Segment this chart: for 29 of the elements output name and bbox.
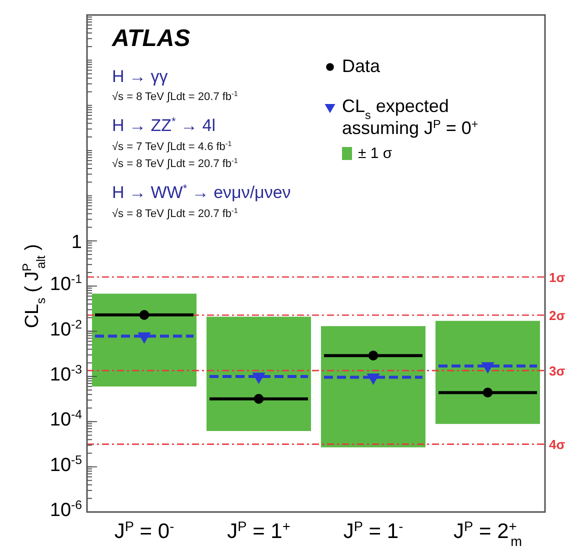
y-tick-label: 10$^{-5}$ — [50, 452, 82, 476]
annotation: √s = 8 TeV ∫Ldt = 20.7 fb$^{-1}$ — [112, 90, 238, 103]
y-tick-label: 10$^{-1}$ — [50, 272, 82, 296]
annotation: H → γγ — [112, 67, 168, 86]
annotation: √s = 7 TeV ∫Ldt = 4.6 fb$^{-1}$ — [112, 140, 232, 153]
x-tick-label: J$^{P}$ = 0$^{-}$ — [114, 518, 174, 543]
x-tick-label: J$^{P}$ = 1$^{-}$ — [343, 518, 404, 543]
bar — [436, 320, 540, 424]
ref-line-label: 3σ — [549, 364, 566, 379]
annotation: √s = 8 TeV ∫Ldt = 20.7 fb$^{-1}$ — [112, 207, 238, 220]
legend-label: ± 1 σ — [358, 145, 393, 162]
y-tick-label: 10$^{-2}$ — [50, 317, 82, 340]
chart-title: ATLAS — [111, 25, 190, 52]
annotation: H → ZZ$^{*}$ → 4l — [112, 116, 216, 135]
y-tick-label: 10$^{-6}$ — [50, 498, 82, 521]
ref-line-label: 1σ — [549, 270, 566, 285]
legend-label: Data — [342, 56, 382, 76]
legend-label: CL$_{s}$ expected assuming J$^{P}$ = 0$^{+}$ — [342, 96, 478, 138]
y-tick-label: 10$^{-4}$ — [50, 408, 82, 431]
bar — [92, 294, 196, 386]
y-tick-label: 1 — [71, 232, 82, 253]
y-tick-label: 10$^{-3}$ — [50, 362, 82, 386]
bar — [321, 326, 426, 448]
ref-line-label: 4σ — [549, 437, 566, 452]
annotation: H → WW$^{*}$ → eνμν/μνeν — [112, 183, 291, 202]
annotation: √s = 8 TeV ∫Ldt = 20.7 fb$^{-1}$ — [112, 157, 238, 170]
ref-line-label: 2σ — [549, 308, 566, 324]
bar — [206, 316, 311, 432]
x-tick-label: J$^{P}$ = 1$^{+}$ — [227, 518, 290, 543]
